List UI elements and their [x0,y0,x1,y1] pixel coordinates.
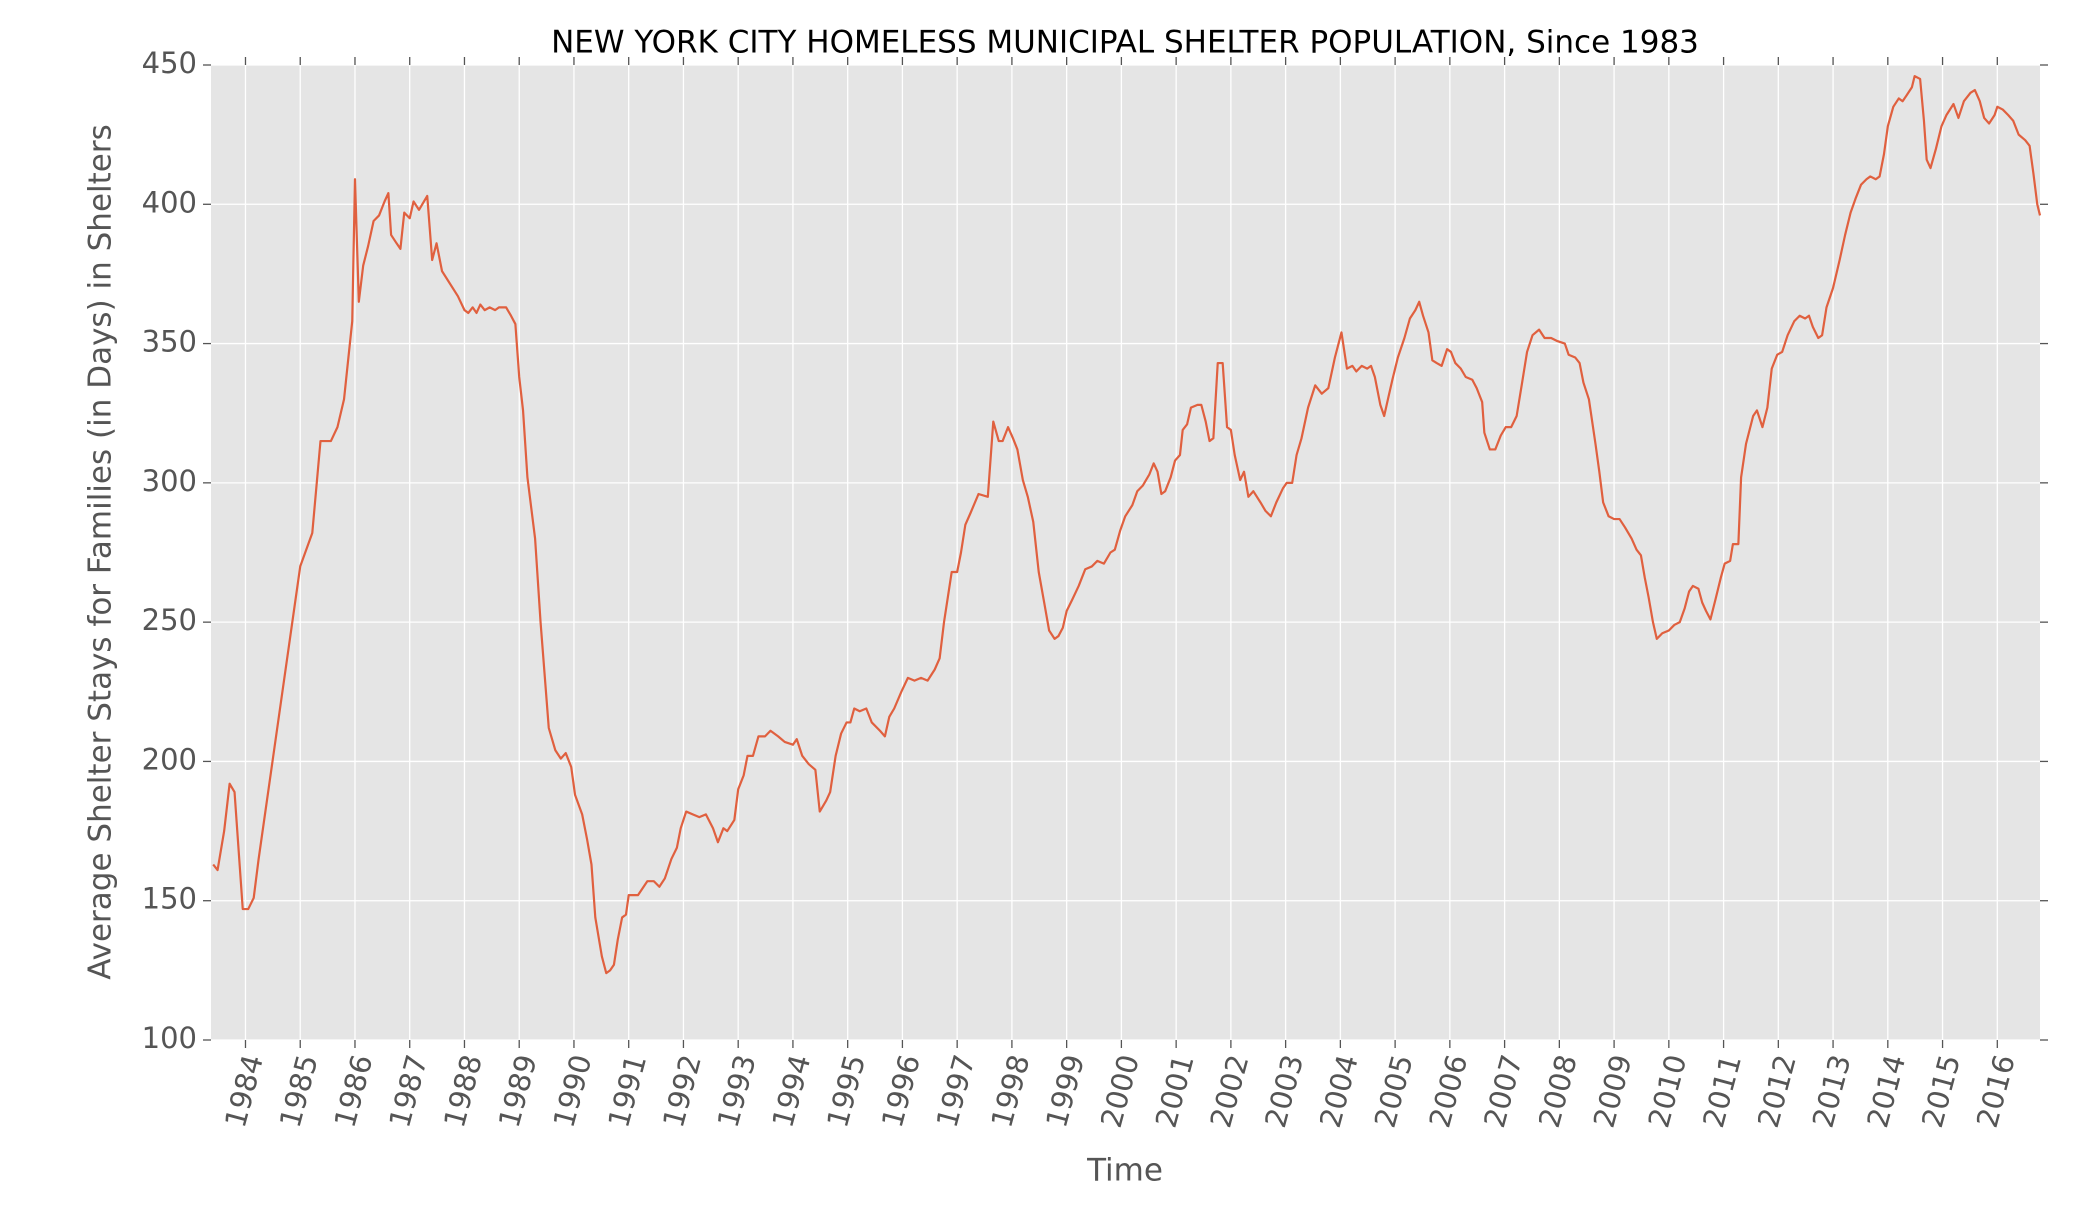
y-tick-label: 100 [142,1021,197,1055]
x-tick-label: 2002 [1203,1051,1255,1131]
x-tick-label: 1989 [492,1051,544,1131]
x-tick-label: 2003 [1258,1051,1310,1131]
x-tick-label: 1988 [437,1051,489,1131]
x-tick-label: 1999 [1039,1051,1091,1131]
plot-area [211,65,2040,1040]
x-tick-label: 2012 [1751,1051,1803,1131]
y-axis-label: Average Shelter Stays for Families (in D… [83,124,119,980]
x-tick-label: 2008 [1532,1051,1584,1131]
x-tick-label: 1993 [711,1051,763,1131]
x-tick-label: 2014 [1860,1051,1912,1131]
x-tick-label: 2016 [1970,1051,2022,1131]
x-tick-label: 2000 [1094,1051,1146,1131]
x-tick-label: 1991 [601,1051,653,1131]
y-tick-label: 400 [142,185,197,219]
x-tick-label: 2006 [1422,1051,1474,1131]
x-tick-label: 2010 [1641,1051,1693,1131]
x-tick-label: 2015 [1915,1051,1967,1131]
x-tick-label: 1998 [984,1051,1036,1131]
y-tick-label: 250 [142,603,197,637]
x-tick-label: 1984 [218,1051,270,1131]
chart-title: NEW YORK CITY HOMELESS MUNICIPAL SHELTER… [551,25,1699,61]
y-tick-label: 300 [142,464,197,498]
y-tick-label: 200 [142,742,197,776]
y-tick-label: 150 [142,882,197,916]
x-tick-label: 2013 [1806,1051,1858,1131]
x-tick-label: 1986 [328,1051,380,1131]
x-axis-label: Time [1086,1153,1163,1189]
data-line [212,75,2042,975]
x-tick-label: 1985 [273,1051,325,1131]
x-tick-label: 2009 [1587,1051,1639,1131]
y-tick-label: 450 [142,46,197,80]
x-tick-label: 1995 [820,1051,872,1131]
x-tick-label: 1994 [765,1051,817,1131]
x-tick-label: 1997 [930,1051,982,1131]
x-tick-label: 1996 [875,1051,927,1131]
x-tick-label: 1992 [656,1051,708,1131]
x-tick-label: 2011 [1696,1051,1748,1131]
x-tick-label: 1990 [546,1051,598,1131]
x-tick-label: 1987 [382,1051,434,1131]
x-tick-label: 2004 [1313,1051,1365,1131]
x-tick-label: 2005 [1368,1051,1420,1131]
x-tick-label: 2001 [1149,1051,1201,1131]
y-tick-label: 350 [142,325,197,359]
x-tick-label: 2007 [1477,1051,1529,1131]
